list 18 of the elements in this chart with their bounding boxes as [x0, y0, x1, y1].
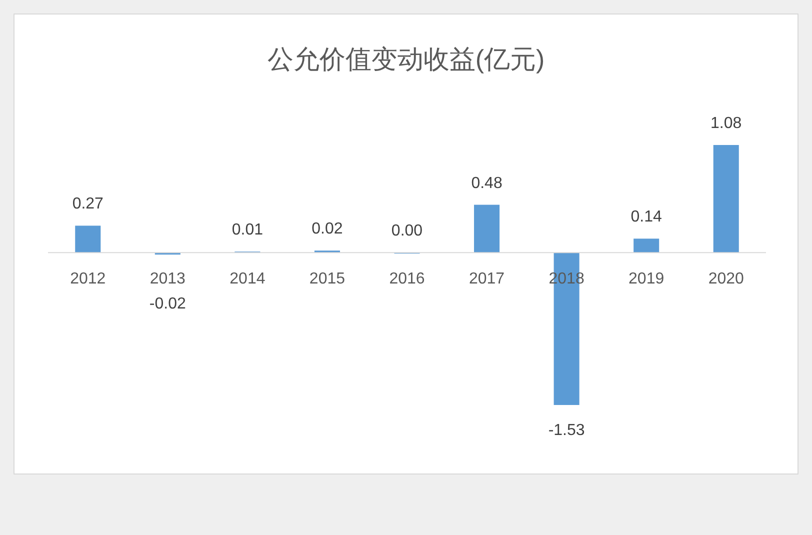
x-tick-label: 2013	[150, 270, 186, 288]
x-tick-label: 2016	[389, 270, 425, 288]
data-label: -1.53	[548, 422, 585, 439]
x-tick-label: 2012	[70, 270, 106, 288]
data-label: -0.02	[149, 296, 186, 313]
data-label: 1.08	[710, 115, 742, 132]
data-label: 0.27	[72, 196, 104, 213]
x-tick-label: 2017	[468, 270, 505, 288]
x-tick-label: 2020	[708, 270, 744, 288]
data-label: 0.01	[232, 222, 264, 239]
data-label: 0.14	[630, 208, 662, 226]
data-label: 0.48	[471, 174, 502, 192]
x-tick-label: 2015	[309, 270, 346, 288]
x-tick-label: 2019	[628, 270, 664, 288]
data-label: 0.00	[391, 222, 423, 240]
data-label: 0.02	[312, 220, 343, 238]
x-tick-label: 2014	[230, 270, 266, 288]
chart-title: 公允价值变动收益(亿元)	[267, 44, 545, 74]
